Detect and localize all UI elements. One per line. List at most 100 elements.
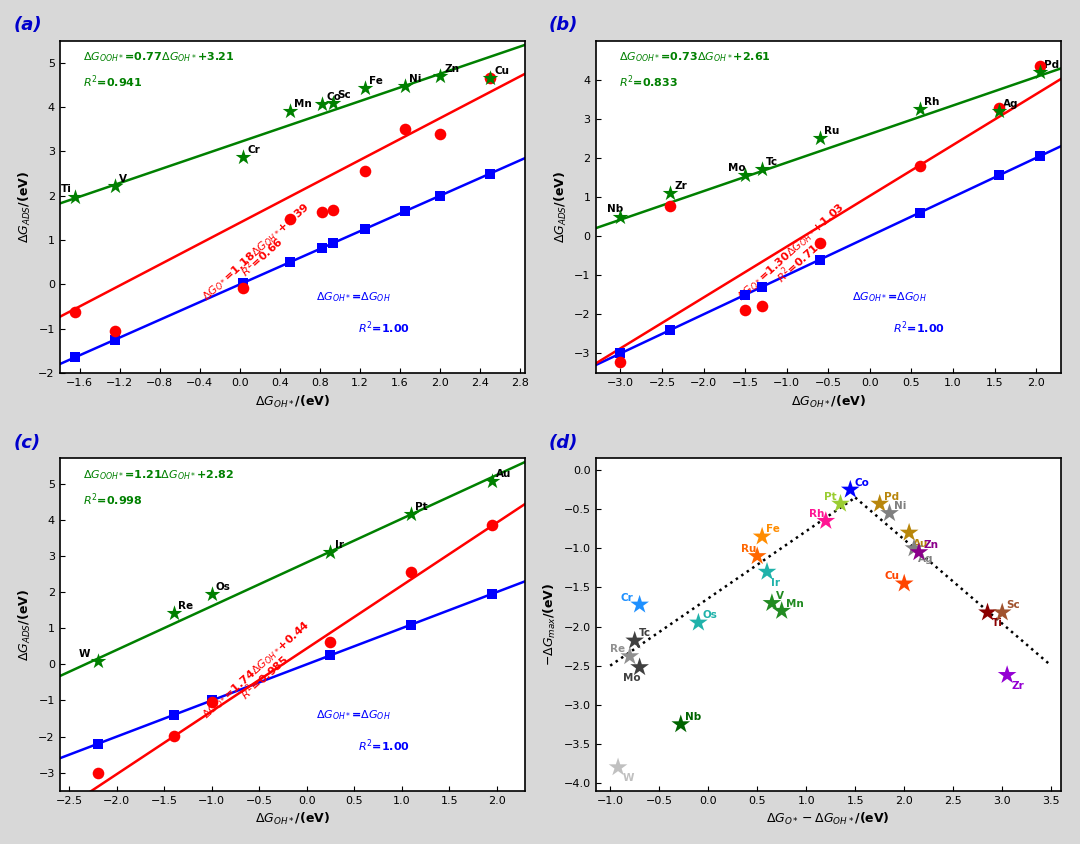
- Text: Pd: Pd: [1044, 60, 1059, 70]
- Text: $R^2$=0.998: $R^2$=0.998: [83, 492, 143, 508]
- Text: $R^2$=0.941: $R^2$=0.941: [83, 73, 143, 90]
- Point: [662, 187, 679, 200]
- Text: $\Delta G_{O*}$=1.74$\Delta G_{OH*}$+0.44: $\Delta G_{O*}$=1.74$\Delta G_{OH*}$+0.4…: [200, 618, 313, 722]
- Text: $\Delta G_{O*}$=1.18$\Delta G_{OH*}$+1.39: $\Delta G_{O*}$=1.18$\Delta G_{OH*}$+1.3…: [200, 200, 312, 304]
- Text: (b): (b): [549, 16, 578, 34]
- Point: [990, 169, 1008, 182]
- Point: [322, 636, 339, 649]
- Text: Cr: Cr: [620, 592, 633, 603]
- Text: $R^2$=0.833: $R^2$=0.833: [619, 73, 678, 90]
- Point: [89, 737, 106, 750]
- Text: Ru: Ru: [741, 544, 756, 554]
- Point: [990, 104, 1008, 117]
- Text: Ir: Ir: [771, 577, 780, 587]
- Point: [165, 606, 183, 619]
- Point: [66, 305, 83, 318]
- Text: $R^2$=1.00: $R^2$=1.00: [357, 320, 409, 337]
- Text: Re: Re: [610, 644, 625, 654]
- Point: [626, 634, 644, 647]
- Text: Fe: Fe: [767, 524, 780, 534]
- Point: [990, 101, 1008, 115]
- Text: Ir: Ir: [335, 540, 343, 550]
- X-axis label: $\Delta G_{O*}-\Delta G_{OH*}$/(eV): $\Delta G_{O*}-\Delta G_{OH*}$/(eV): [767, 811, 890, 827]
- Text: Ag: Ag: [918, 555, 934, 565]
- Point: [901, 526, 918, 539]
- Point: [754, 530, 771, 544]
- Point: [621, 650, 638, 663]
- Y-axis label: $\Delta G_{ADS}$/(eV): $\Delta G_{ADS}$/(eV): [16, 588, 32, 661]
- Point: [322, 545, 339, 559]
- X-axis label: $\Delta G_{OH*}$/(eV): $\Delta G_{OH*}$/(eV): [255, 393, 330, 409]
- Y-axis label: $-\Delta G_{max}$/(eV): $-\Delta G_{max}$/(eV): [542, 583, 558, 666]
- Point: [356, 222, 374, 235]
- Point: [324, 96, 341, 110]
- Text: Mn: Mn: [294, 100, 312, 110]
- Point: [281, 105, 298, 118]
- Text: (d): (d): [549, 434, 578, 452]
- Point: [356, 82, 374, 95]
- Point: [432, 189, 449, 203]
- Point: [482, 72, 499, 85]
- Point: [356, 165, 374, 178]
- Point: [1031, 149, 1049, 163]
- Point: [818, 514, 835, 528]
- Point: [737, 304, 754, 317]
- Text: Cu: Cu: [885, 571, 900, 582]
- Point: [832, 497, 849, 511]
- Point: [631, 661, 648, 674]
- Point: [313, 205, 330, 219]
- Point: [106, 333, 123, 347]
- Point: [396, 122, 414, 136]
- Point: [203, 694, 220, 707]
- Point: [484, 518, 501, 532]
- Point: [432, 127, 449, 140]
- Text: Re: Re: [178, 601, 193, 610]
- Text: Co: Co: [854, 478, 869, 488]
- Point: [631, 598, 648, 611]
- Point: [313, 97, 330, 111]
- Point: [841, 483, 859, 496]
- Text: Au: Au: [496, 468, 512, 479]
- Point: [912, 206, 929, 219]
- Text: V: V: [119, 174, 127, 184]
- Point: [66, 190, 83, 203]
- Text: Zr: Zr: [675, 181, 687, 191]
- Point: [672, 717, 689, 731]
- Point: [281, 213, 298, 226]
- Point: [203, 695, 220, 708]
- Point: [432, 69, 449, 83]
- Text: Ni: Ni: [893, 501, 906, 511]
- Point: [313, 241, 330, 255]
- Text: Co: Co: [326, 92, 341, 102]
- Point: [324, 203, 341, 217]
- Point: [403, 507, 420, 521]
- Point: [881, 506, 899, 520]
- Y-axis label: $\Delta G_{ADS}$/(eV): $\Delta G_{ADS}$/(eV): [553, 170, 568, 243]
- Point: [609, 760, 626, 774]
- Point: [753, 299, 770, 312]
- Text: Ti: Ti: [991, 619, 1002, 629]
- Point: [753, 280, 770, 294]
- Text: $R^2$=0.985: $R^2$=0.985: [237, 652, 292, 703]
- Point: [89, 655, 106, 668]
- Point: [978, 606, 996, 619]
- Point: [662, 323, 679, 337]
- Point: [611, 347, 629, 360]
- Point: [1031, 59, 1049, 73]
- Point: [912, 160, 929, 173]
- Text: Cu: Cu: [495, 66, 510, 76]
- Point: [484, 587, 501, 601]
- Point: [203, 587, 220, 601]
- Text: $R^2$=0.714: $R^2$=0.714: [772, 234, 828, 286]
- Point: [748, 549, 766, 563]
- Text: Os: Os: [703, 610, 717, 620]
- Point: [281, 256, 298, 269]
- Text: Zr: Zr: [1011, 681, 1024, 691]
- Text: Ni: Ni: [409, 73, 421, 84]
- Point: [396, 204, 414, 218]
- Point: [910, 545, 928, 559]
- Point: [690, 616, 707, 630]
- Point: [66, 351, 83, 365]
- Text: Zn: Zn: [444, 64, 459, 74]
- Text: Nb: Nb: [685, 712, 701, 722]
